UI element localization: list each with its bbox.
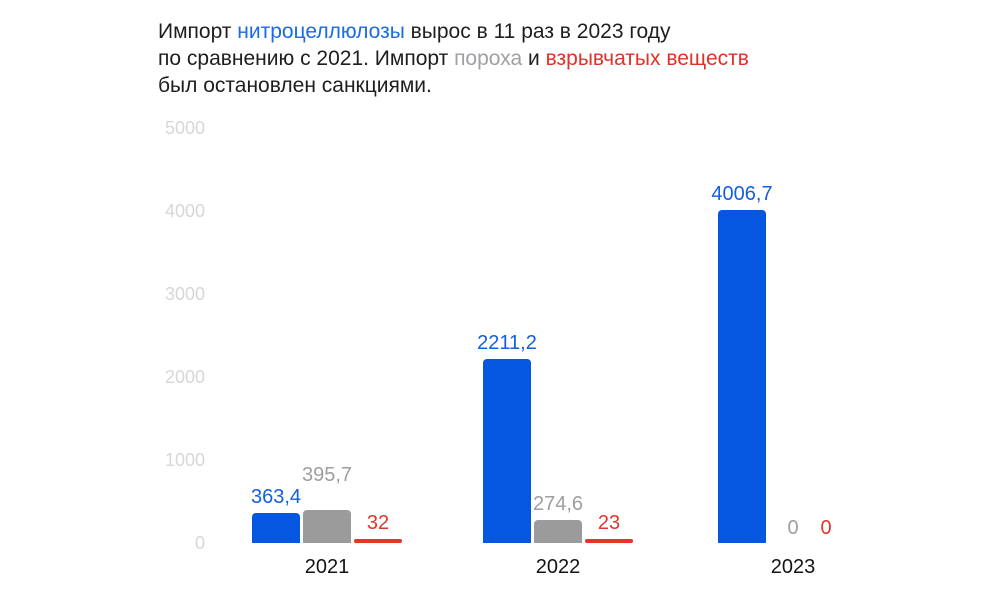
title-segment-red: взрывчатых веществ xyxy=(545,47,749,70)
y-axis-tick: 3000 xyxy=(164,284,205,304)
title-segment-dark: по сравнению с 2021. Импорт xyxy=(158,47,455,70)
bar-gunpowder xyxy=(303,510,351,543)
x-axis-label: 2023 xyxy=(770,556,816,578)
value-label-nitrocellulose: 363,4 xyxy=(250,486,302,508)
y-axis-tick: 0 xyxy=(194,533,205,553)
title-segment-dark: был остановлен санкциями. xyxy=(158,74,432,97)
value-label-gunpowder: 274,6 xyxy=(532,493,584,515)
title-line: был остановлен санкциями. xyxy=(158,72,749,99)
bar-nitrocellulose xyxy=(483,359,531,543)
y-axis-tick: 5000 xyxy=(164,118,205,138)
title-segment-gray: пороха xyxy=(454,47,523,70)
value-label-explosives: 32 xyxy=(366,512,390,534)
y-axis-tick: 2000 xyxy=(164,367,205,387)
bar-gunpowder xyxy=(534,520,582,543)
bar-explosives xyxy=(354,539,402,543)
value-label-nitrocellulose: 2211,2 xyxy=(477,332,537,354)
title-segment-blue: нитроцеллюлозы xyxy=(237,20,405,43)
value-label-nitrocellulose: 4006,7 xyxy=(711,183,773,205)
value-label-gunpowder: 0 xyxy=(787,517,799,539)
bar-nitrocellulose xyxy=(718,210,766,543)
title-line: по сравнению с 2021. Импорт пороха и взр… xyxy=(158,45,749,72)
title-segment-dark: и xyxy=(522,47,546,70)
title-line: Импорт нитроцеллюлозы вырос в 11 раз в 2… xyxy=(158,18,749,45)
bar-nitrocellulose xyxy=(252,513,300,543)
value-label-explosives: 23 xyxy=(597,512,621,534)
value-label-explosives: 0 xyxy=(820,517,832,539)
title-segment-dark: Импорт xyxy=(158,20,238,43)
bar-explosives xyxy=(585,539,633,543)
value-label-gunpowder: 395,7 xyxy=(301,464,353,486)
chart-title: Импорт нитроцеллюлозы вырос в 11 раз в 2… xyxy=(158,18,749,99)
x-axis-label: 2022 xyxy=(535,556,581,578)
x-axis-label: 2021 xyxy=(304,556,350,578)
title-segment-dark: вырос в 11 раз в 2023 году xyxy=(404,20,671,43)
y-axis-tick: 1000 xyxy=(164,450,205,470)
y-axis-tick: 4000 xyxy=(164,201,205,221)
